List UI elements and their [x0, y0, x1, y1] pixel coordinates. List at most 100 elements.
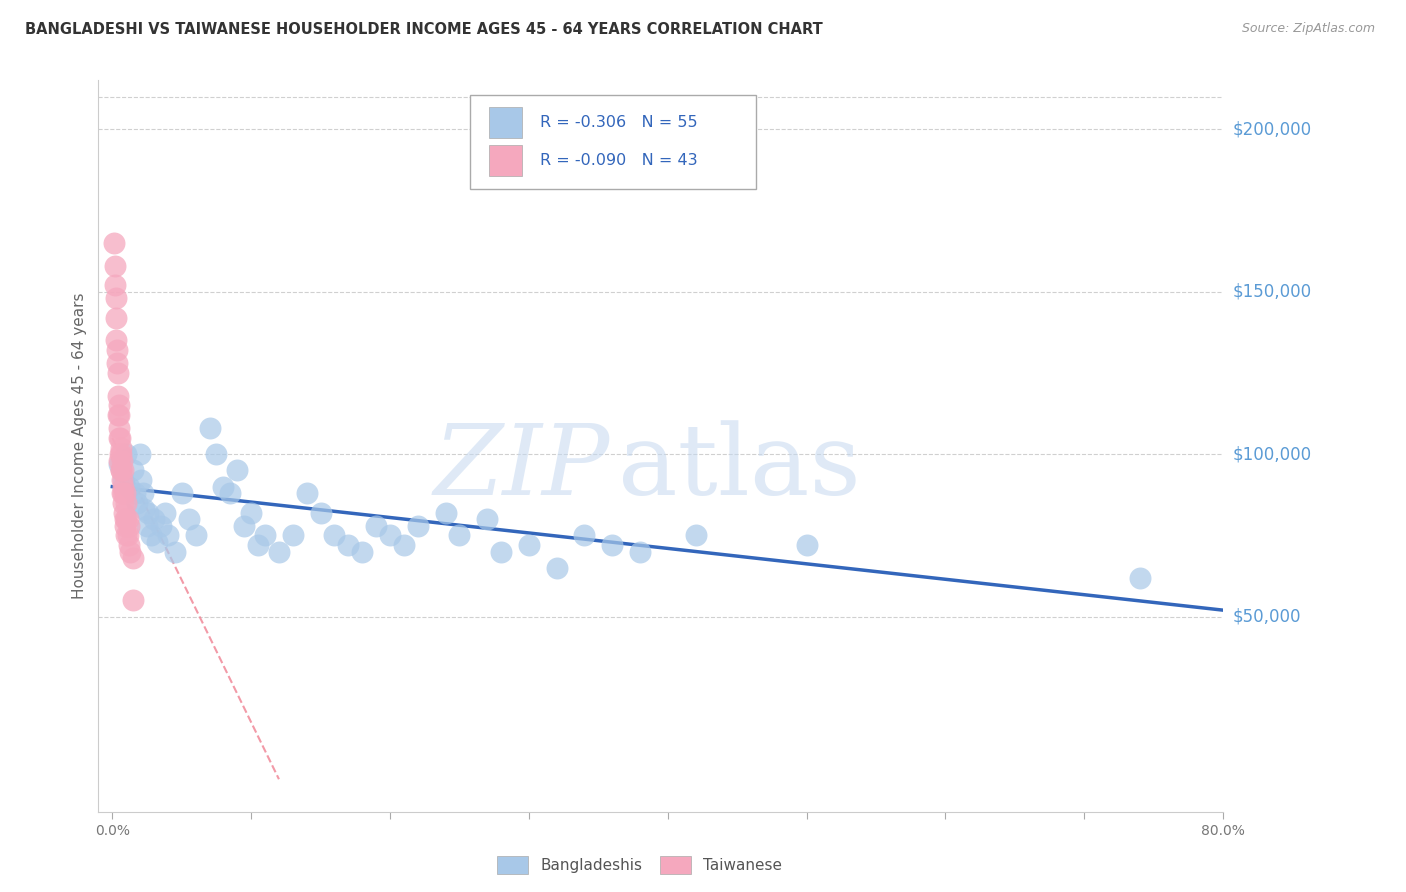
Point [267, 544, 290, 558]
Point [352, 544, 374, 558]
Point [114, 486, 136, 500]
Text: BANGLADESHI VS TAIWANESE HOUSEHOLDER INCOME AGES 45 - 64 YEARS CORRELATION CHART: BANGLADESHI VS TAIWANESE HOUSEHOLDER INC… [25, 22, 823, 37]
Point [105, 334, 128, 348]
Point [111, 486, 134, 500]
Point [546, 561, 568, 575]
Point [685, 528, 707, 542]
Point [114, 512, 136, 526]
Point [112, 506, 135, 520]
Text: $50,000: $50,000 [1232, 607, 1301, 625]
Point [108, 408, 131, 422]
Point [124, 486, 146, 500]
Point [143, 512, 166, 526]
Point [115, 528, 138, 542]
Point [145, 535, 167, 549]
Point [366, 518, 388, 533]
Point [226, 463, 249, 477]
Point [115, 496, 138, 510]
Point [103, 235, 125, 250]
Point [115, 447, 138, 461]
Bar [489, 107, 523, 138]
Point [153, 506, 176, 520]
Point [108, 457, 131, 471]
Point [105, 343, 128, 357]
Point [108, 453, 131, 467]
Point [198, 421, 221, 435]
Text: $150,000: $150,000 [1232, 283, 1312, 301]
Point [117, 528, 139, 542]
Point [323, 528, 346, 542]
Point [138, 506, 160, 520]
Point [110, 463, 132, 477]
Point [434, 506, 457, 520]
Point [122, 463, 145, 477]
Point [517, 538, 540, 552]
Point [108, 447, 131, 461]
Legend: Bangladeshis, Taiwanese: Bangladeshis, Taiwanese [491, 850, 789, 880]
Point [477, 512, 499, 526]
Point [233, 518, 256, 533]
Point [111, 473, 134, 487]
Point [127, 496, 149, 510]
Point [107, 389, 129, 403]
Point [120, 544, 142, 558]
Point [136, 518, 159, 533]
Point [406, 518, 429, 533]
Point [110, 463, 132, 477]
Point [247, 538, 270, 552]
Point [240, 506, 263, 520]
Point [1129, 571, 1152, 585]
Point [600, 538, 623, 552]
Point [112, 480, 135, 494]
Point [149, 518, 172, 533]
Point [108, 431, 131, 445]
Point [156, 528, 179, 542]
Text: Source: ZipAtlas.com: Source: ZipAtlas.com [1241, 22, 1375, 36]
Point [105, 310, 128, 325]
Point [110, 441, 132, 455]
Point [309, 506, 332, 520]
Point [104, 291, 127, 305]
Text: $200,000: $200,000 [1232, 120, 1312, 138]
Point [111, 486, 134, 500]
Point [122, 551, 145, 566]
Point [115, 512, 138, 526]
Point [118, 538, 141, 552]
Point [170, 486, 193, 500]
Point [449, 528, 471, 542]
Point [219, 486, 242, 500]
Point [337, 538, 360, 552]
Point [107, 421, 129, 435]
Point [141, 528, 163, 542]
Point [118, 480, 141, 494]
Y-axis label: Householder Income Ages 45 - 64 years: Householder Income Ages 45 - 64 years [72, 293, 87, 599]
Text: $100,000: $100,000 [1232, 445, 1312, 463]
Point [104, 259, 127, 273]
Point [205, 447, 228, 461]
Point [177, 512, 200, 526]
Point [111, 463, 134, 477]
Point [131, 473, 153, 487]
Point [122, 593, 145, 607]
Point [163, 544, 186, 558]
Point [489, 544, 512, 558]
Point [114, 518, 136, 533]
Point [107, 366, 129, 380]
Text: R = -0.090   N = 43: R = -0.090 N = 43 [540, 153, 699, 169]
Point [254, 528, 277, 542]
Point [107, 408, 129, 422]
Text: ZIP: ZIP [434, 420, 610, 516]
Point [112, 496, 135, 510]
Point [118, 518, 141, 533]
Point [281, 528, 304, 542]
Point [129, 447, 152, 461]
Point [184, 528, 207, 542]
Point [117, 512, 139, 526]
Point [107, 398, 129, 412]
Point [392, 538, 415, 552]
Text: atlas: atlas [619, 420, 860, 516]
Point [134, 502, 156, 516]
Point [574, 528, 596, 542]
Point [295, 486, 318, 500]
Point [212, 480, 235, 494]
